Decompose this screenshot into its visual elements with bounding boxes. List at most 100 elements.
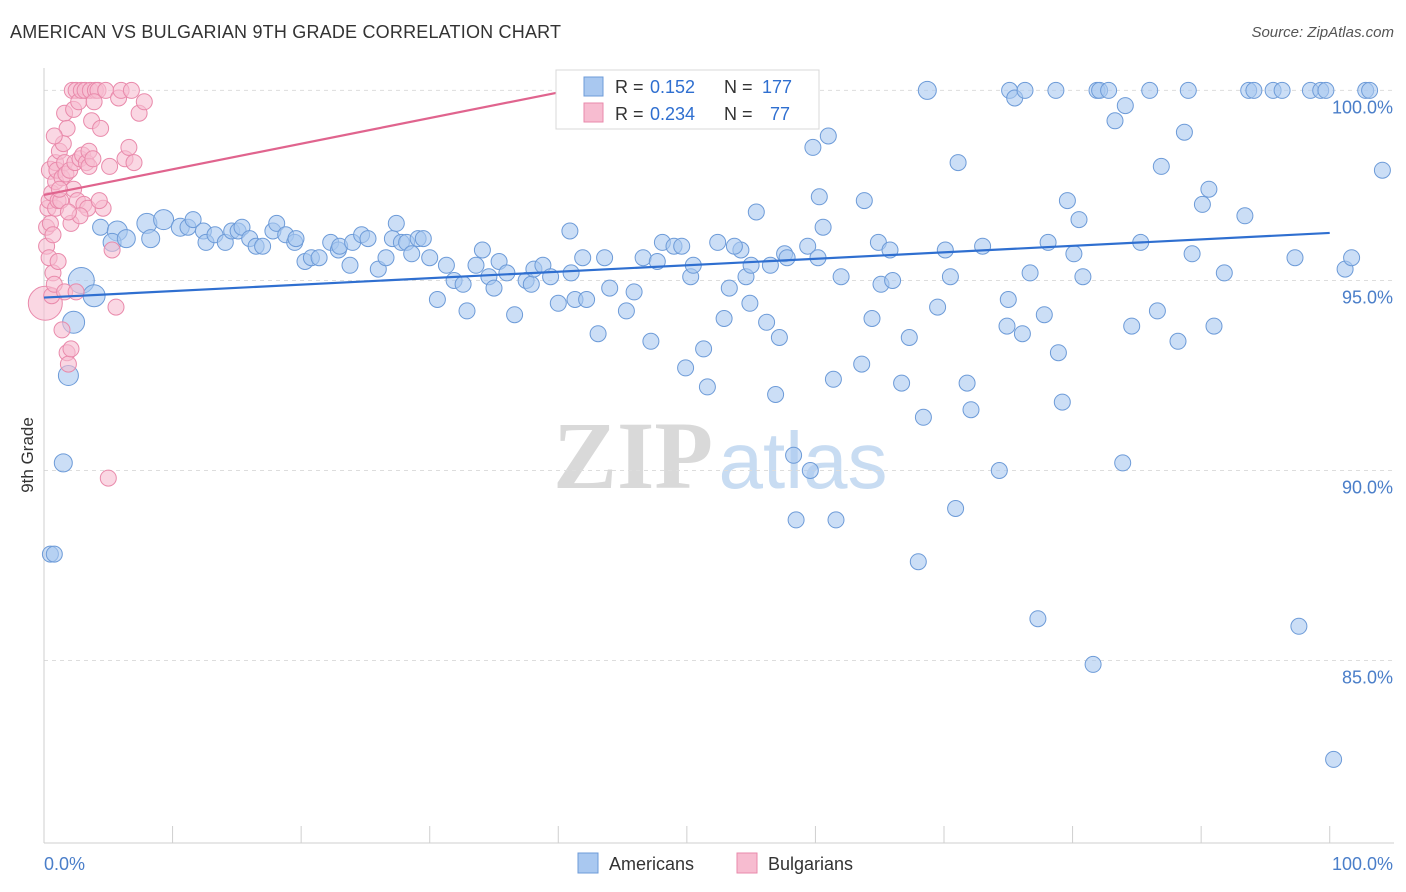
american-point	[785, 446, 803, 464]
american-point	[742, 256, 760, 274]
american-point	[900, 329, 918, 346]
american-point	[884, 272, 902, 289]
bulgarian-point	[85, 93, 103, 111]
bulgarian-point	[103, 241, 121, 259]
american-point	[1273, 81, 1291, 99]
american-point	[1074, 268, 1092, 286]
american-point	[1286, 249, 1304, 267]
american-point	[1084, 655, 1102, 673]
american-point	[855, 192, 873, 210]
american-point	[1058, 192, 1076, 210]
y-tick-label: 85.0%	[1342, 668, 1393, 688]
american-point	[1114, 454, 1132, 472]
american-point	[819, 127, 837, 145]
american-point	[720, 279, 738, 297]
american-point	[421, 249, 439, 267]
american-point	[589, 325, 607, 343]
american-point	[498, 264, 516, 282]
american-point	[387, 214, 405, 232]
american-point	[1200, 180, 1218, 198]
american-point	[990, 462, 1008, 479]
bulgarians-swatch-icon	[583, 102, 604, 123]
x-tick-label: 0.0%	[44, 854, 85, 874]
american-point	[506, 306, 524, 324]
y-tick-label: 90.0%	[1342, 478, 1393, 498]
watermark-zip: ZIP	[553, 402, 713, 509]
americans-r-value: 0.152	[650, 77, 695, 97]
american-point	[1183, 245, 1201, 263]
american-point	[709, 233, 727, 251]
bulgarians-r-value: 0.234	[650, 104, 695, 124]
bulgarian-point	[53, 321, 71, 339]
bulgarian-point	[50, 180, 68, 198]
american-point	[287, 230, 305, 248]
american-point	[787, 511, 805, 529]
american-point	[804, 138, 822, 156]
american-point	[1343, 249, 1361, 267]
american-point	[801, 462, 819, 479]
american-point	[1175, 123, 1193, 141]
american-point	[824, 370, 842, 388]
american-point	[153, 209, 175, 231]
bulgarian-point	[59, 355, 77, 373]
american-point	[853, 355, 871, 373]
american-point	[1035, 306, 1053, 324]
american-point	[1205, 317, 1223, 335]
bulgarian-point	[90, 192, 108, 210]
american-point	[1361, 81, 1379, 99]
bulgarian-point	[92, 119, 110, 137]
american-point	[359, 230, 377, 248]
american-point	[625, 283, 643, 301]
source-note: Source: ZipAtlas.com	[1251, 24, 1394, 41]
watermark-atlas: atlas	[719, 416, 888, 505]
legend-americans-label: Americans	[609, 854, 694, 874]
bulgarian-point	[125, 154, 143, 172]
american-point	[341, 256, 359, 274]
bulgarians-n-value: 77	[770, 104, 790, 124]
american-point	[1070, 211, 1088, 229]
american-point	[936, 241, 954, 259]
legend-bulgarians-icon	[736, 852, 758, 874]
american-point	[1290, 617, 1308, 635]
bulgarian-point	[58, 119, 76, 137]
american-point	[909, 553, 927, 571]
american-point	[810, 188, 828, 206]
american-point	[562, 264, 580, 282]
american-point	[1029, 610, 1047, 628]
american-point	[673, 237, 691, 255]
american-point	[574, 249, 592, 267]
american-point	[403, 245, 421, 263]
y-axis-title: 9th Grade	[18, 417, 37, 493]
bulgarian-point	[99, 469, 117, 487]
bulgarians-r-label: R =	[615, 104, 644, 124]
american-point	[578, 291, 596, 308]
bulgarian-point	[101, 157, 119, 175]
american-point	[974, 237, 992, 255]
american-point	[1100, 81, 1118, 99]
american-point	[799, 237, 817, 255]
bulgarian-point	[135, 93, 153, 111]
bulgarian-point	[122, 81, 140, 99]
american-point	[522, 275, 540, 293]
american-point	[454, 275, 472, 293]
american-trend-line	[43, 231, 1330, 299]
american-point	[184, 211, 202, 229]
american-point	[1236, 207, 1254, 225]
american-point	[715, 310, 733, 327]
y-tick-label: 95.0%	[1342, 287, 1393, 307]
american-point	[92, 218, 110, 236]
american-point	[642, 332, 660, 350]
americans-n-value: 177	[762, 77, 792, 97]
american-point	[947, 500, 965, 517]
american-point	[1373, 161, 1391, 179]
bulgarian-point	[84, 150, 102, 168]
american-point	[677, 359, 695, 377]
american-point	[962, 401, 980, 419]
american-point	[893, 374, 911, 392]
american-point	[917, 80, 937, 100]
bulgarians-n-label: N =	[724, 104, 753, 124]
american-point	[832, 268, 850, 286]
american-point	[958, 374, 976, 392]
american-point	[1148, 302, 1166, 320]
american-point	[1116, 97, 1134, 115]
